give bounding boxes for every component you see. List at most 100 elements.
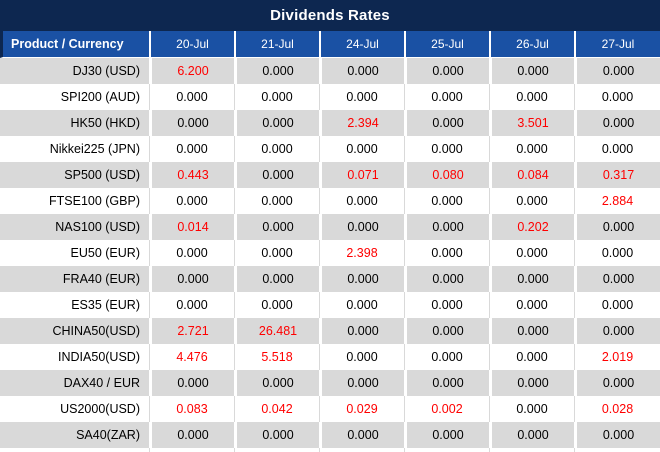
column-header-product: Product / Currency [0,31,149,58]
column-header-date: 25-Jul [404,31,489,58]
value-cell: 0.202 [489,214,574,240]
value-cell: 0.042 [234,396,319,422]
page-title: Dividends Rates [0,0,660,31]
table-row: ES35 (EUR) 0.000 0.000 0.000 0.000 0.000… [0,292,660,318]
value-cell: 0.071 [319,162,404,188]
value-cell: 0.000 [489,136,574,162]
value-cell: 26.481 [234,318,319,344]
value-cell: 2.394 [319,110,404,136]
value-cell: 0.000 [319,188,404,214]
value-cell: 0.000 [319,344,404,370]
value-cell: 2.884 [574,188,660,214]
value-cell: 0.000 [319,84,404,110]
value-cell: 0.000 [574,266,660,292]
value-cell: 6.200 [149,58,234,84]
value-cell: 0.000 [234,58,319,84]
value-cell: 0.000 [234,266,319,292]
value-cell: 0.000 [574,58,660,84]
value-cell: 0.000 [489,370,574,396]
value-cell: 0.000 [404,188,489,214]
value-cell: 0.000 [234,188,319,214]
value-cell: 0.000 [489,292,574,318]
value-cell: 0.000 [234,110,319,136]
product-cell: FTSE100 (GBP) [0,188,149,214]
value-cell: 0.000 [319,292,404,318]
value-cell: 2.019 [574,344,660,370]
value-cell: 0.000 [489,58,574,84]
value-cell: 0.000 [319,58,404,84]
table-row: SA40(ZAR) 0.000 0.000 0.000 0.000 0.000 … [0,422,660,448]
value-cell: 0.000 [234,240,319,266]
value-cell: 0.000 [404,292,489,318]
value-cell: 0.000 [234,292,319,318]
value-cell: 0.000 [574,84,660,110]
product-cell: INDIA50(USD) [0,344,149,370]
value-cell: 0.000 [319,422,404,448]
value-cell: 0.000 [574,214,660,240]
value-cell: 2.398 [319,240,404,266]
value-cell: 0.000 [404,84,489,110]
product-cell: SPI200 (AUD) [0,84,149,110]
product-cell: NAS100 (USD) [0,214,149,240]
value-cell: 0.000 [574,292,660,318]
column-header-date: 27-Jul [574,31,660,58]
value-cell: 5.518 [234,344,319,370]
table-row: DJ30 (USD) 6.200 0.000 0.000 0.000 0.000… [0,58,660,84]
value-cell: 0.000 [404,318,489,344]
value-cell: 0.000 [404,136,489,162]
value-cell: 0.000 [149,240,234,266]
header-row: Product / Currency 20-Jul 21-Jul 24-Jul … [0,31,660,58]
table-row: INDIA50(USD) 4.476 5.518 0.000 0.000 0.0… [0,344,660,370]
column-header-date: 21-Jul [234,31,319,58]
product-cell: ES35 (EUR) [0,292,149,318]
value-cell: 0.000 [404,370,489,396]
value-cell: 0.000 [234,162,319,188]
table-row: FTSE100 (GBP) 0.000 0.000 0.000 0.000 0.… [0,188,660,214]
value-cell: 0.014 [149,214,234,240]
value-cell: 0.000 [489,318,574,344]
value-cell: 0.000 [149,422,234,448]
value-cell: 0.000 [149,188,234,214]
value-cell: 0.000 [234,214,319,240]
value-cell: 0.029 [319,396,404,422]
column-header-date: 26-Jul [489,31,574,58]
product-cell: US2000(USD) [0,396,149,422]
value-cell: 0.000 [489,422,574,448]
value-cell: 0.000 [234,84,319,110]
column-header-date: 24-Jul [319,31,404,58]
product-cell: Nikkei225 (JPN) [0,136,149,162]
value-cell: 0.000 [319,214,404,240]
product-cell: SP500 (USD) [0,162,149,188]
product-cell: DAX40 / EUR [0,370,149,396]
value-cell: 0.000 [149,84,234,110]
value-cell: 0.000 [319,136,404,162]
table-row: US2000(USD) 0.083 0.042 0.029 0.002 0.00… [0,396,660,422]
table-row: HK50 (HKD) 0.000 0.000 2.394 0.000 3.501… [0,110,660,136]
table-row: NAS100 (USD) 0.014 0.000 0.000 0.000 0.2… [0,214,660,240]
product-cell: EU50 (EUR) [0,240,149,266]
value-cell: 0.317 [574,162,660,188]
value-cell: 0.000 [149,110,234,136]
value-cell: 3.501 [489,110,574,136]
value-cell: 0.028 [574,396,660,422]
value-cell: 0.000 [319,370,404,396]
product-cell: HK50 (HKD) [0,110,149,136]
value-cell: 0.000 [404,344,489,370]
value-cell: 0.080 [404,162,489,188]
value-cell: 0.000 [574,422,660,448]
value-cell: 0.000 [404,58,489,84]
value-cell: 0.000 [574,110,660,136]
table-row: SPI200 (AUD) 0.000 0.000 0.000 0.000 0.0… [0,84,660,110]
bottom-strip [0,448,660,452]
value-cell: 0.000 [234,370,319,396]
value-cell: 0.000 [489,240,574,266]
table-row: CHINA50(USD) 2.721 26.481 0.000 0.000 0.… [0,318,660,344]
product-cell: FRA40 (EUR) [0,266,149,292]
value-cell: 0.000 [489,344,574,370]
column-header-date: 20-Jul [149,31,234,58]
value-cell: 0.000 [574,318,660,344]
value-cell: 0.000 [149,136,234,162]
table-body: DJ30 (USD) 6.200 0.000 0.000 0.000 0.000… [0,58,660,448]
product-cell: SA40(ZAR) [0,422,149,448]
value-cell: 0.083 [149,396,234,422]
